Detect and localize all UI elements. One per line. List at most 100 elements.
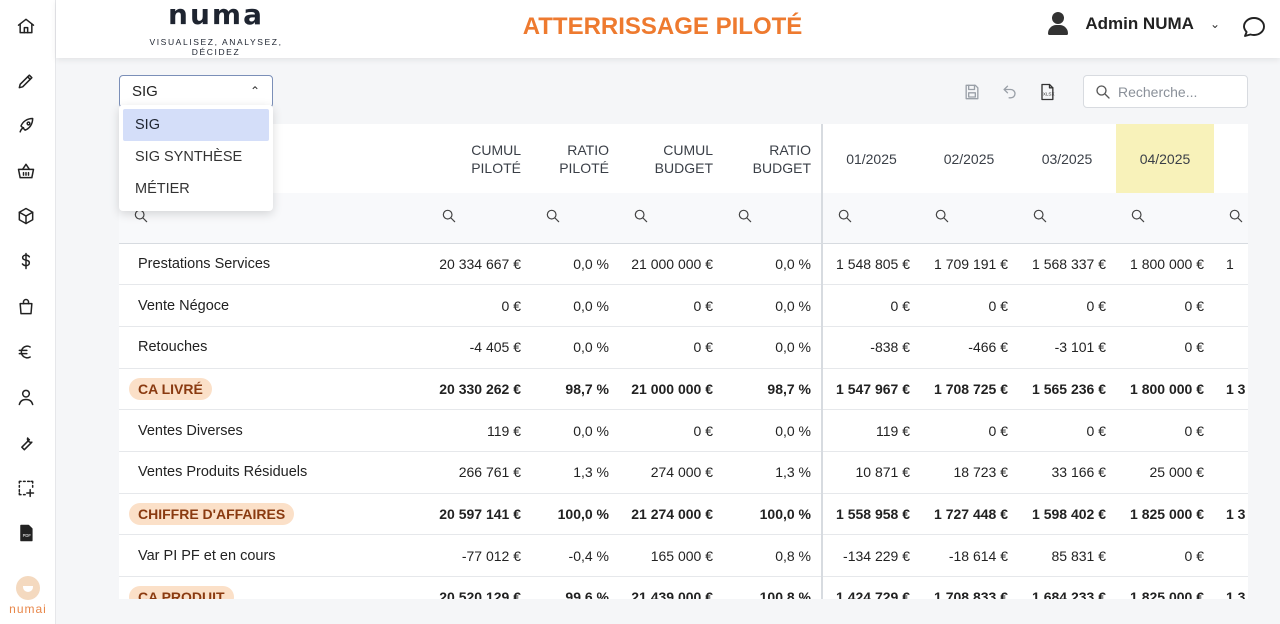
table-cell[interactable]: 10 871 € <box>821 451 920 494</box>
dropdown-option[interactable]: MÉTIER <box>135 181 190 197</box>
table-cell[interactable]: 1 547 967 € <box>821 368 920 411</box>
dropdown-option[interactable]: SIG <box>123 109 269 141</box>
table-cell[interactable]: 1 684 233 € <box>1018 576 1116 599</box>
dollar-icon[interactable] <box>14 249 38 273</box>
search-input[interactable] <box>1118 83 1238 100</box>
column-header[interactable]: 03/2025 <box>1018 124 1116 193</box>
pdf-icon[interactable]: PDF <box>14 521 38 545</box>
search-icon[interactable] <box>441 208 457 224</box>
table-cell[interactable]: 1 548 805 € <box>821 243 920 286</box>
table-cell[interactable]: 1 709 191 € <box>920 243 1018 286</box>
table-cell[interactable]: 1 3 <box>1214 576 1248 599</box>
table-cell[interactable] <box>1214 409 1248 452</box>
table-cell[interactable]: 274 000 € <box>619 451 723 494</box>
basket-icon[interactable] <box>14 159 38 183</box>
euro-icon[interactable] <box>14 340 38 364</box>
chat-icon[interactable] <box>1242 16 1266 38</box>
table-cell[interactable]: 1 708 725 € <box>920 368 1018 411</box>
search-icon[interactable] <box>1032 208 1048 224</box>
column-filter[interactable] <box>821 193 920 244</box>
table-cell[interactable]: 1 568 337 € <box>1018 243 1116 286</box>
table-cell[interactable]: 98,7 % <box>723 368 822 411</box>
table-cell[interactable]: 21 439 000 € <box>619 576 723 599</box>
table-cell[interactable] <box>1214 534 1248 577</box>
table-cell[interactable]: 0 € <box>409 284 531 327</box>
assistant-logo[interactable]: numai <box>4 570 52 624</box>
table-cell[interactable]: 21 274 000 € <box>619 493 723 536</box>
table-cell[interactable]: 0,0 % <box>531 284 619 327</box>
table-cell[interactable]: 100,8 % <box>723 576 822 599</box>
column-header[interactable]: CUMUL BUDGET <box>619 124 723 193</box>
table-cell[interactable]: 100,0 % <box>723 493 822 536</box>
table-cell[interactable]: 1 <box>1214 243 1248 286</box>
add-selection-icon[interactable] <box>14 476 38 500</box>
search-icon[interactable] <box>633 208 649 224</box>
search-icon[interactable] <box>837 208 853 224</box>
table-cell[interactable]: 1 708 833 € <box>920 576 1018 599</box>
table-cell[interactable]: 1 825 000 € <box>1116 493 1214 536</box>
table-cell[interactable]: 85 831 € <box>1018 534 1116 577</box>
search-icon[interactable] <box>737 208 753 224</box>
table-cell[interactable]: 18 723 € <box>920 451 1018 494</box>
table-cell[interactable]: 20 597 141 € <box>409 493 531 536</box>
table-cell[interactable]: 98,7 % <box>531 368 619 411</box>
table-cell[interactable]: 1,3 % <box>531 451 619 494</box>
table-cell[interactable]: 0 € <box>1018 409 1116 452</box>
column-filter[interactable] <box>531 193 619 244</box>
table-cell[interactable]: 1 565 236 € <box>1018 368 1116 411</box>
table-cell[interactable]: -77 012 € <box>409 534 531 577</box>
table-cell[interactable]: 100,0 % <box>531 493 619 536</box>
search-icon[interactable] <box>934 208 950 224</box>
view-select[interactable]: SIG ⌃ <box>119 75 273 108</box>
brand-logo[interactable]: numa VISUALISEZ, ANALYSEZ, DÉCIDEZ <box>126 0 306 57</box>
table-cell[interactable]: 0 € <box>1116 409 1214 452</box>
table-cell[interactable]: 99,6 % <box>531 576 619 599</box>
user-menu[interactable]: Admin NUMA ⌄ <box>1047 12 1220 36</box>
column-filter[interactable] <box>723 193 822 244</box>
table-cell[interactable]: 0,0 % <box>531 409 619 452</box>
cube-icon[interactable] <box>14 204 38 228</box>
table-cell[interactable]: 0 € <box>619 409 723 452</box>
table-row[interactable]: Var PI PF et en cours -77 012 € -0,4 % 165 … <box>119 534 1248 577</box>
user-icon[interactable] <box>14 385 38 409</box>
table-cell[interactable]: 0 € <box>920 409 1018 452</box>
table-cell[interactable]: 0,0 % <box>723 243 822 286</box>
table-cell[interactable]: 0 € <box>1116 326 1214 369</box>
table-cell[interactable]: 1,3 % <box>723 451 822 494</box>
column-header[interactable] <box>1214 124 1248 193</box>
table-cell[interactable]: -4 405 € <box>409 326 531 369</box>
wrench-icon[interactable] <box>14 431 38 455</box>
table-cell[interactable]: -3 101 € <box>1018 326 1116 369</box>
table-cell[interactable] <box>1214 326 1248 369</box>
column-filter[interactable] <box>409 193 531 244</box>
column-header[interactable]: CUMUL PILOTÉ <box>409 124 531 193</box>
table-cell[interactable]: -0,4 % <box>531 534 619 577</box>
column-filter[interactable] <box>1116 193 1214 244</box>
table-cell[interactable]: 0 € <box>619 284 723 327</box>
column-filter[interactable] <box>1018 193 1116 244</box>
table-row[interactable]: Vente Négoce 0 €0,0 % 0 €0,0 % 0 €0 €0 €0 € <box>119 284 1248 327</box>
bag-icon[interactable] <box>14 295 38 319</box>
table-cell[interactable]: -134 229 € <box>821 534 920 577</box>
table-cell[interactable]: 1 558 958 € <box>821 493 920 536</box>
column-filter[interactable] <box>619 193 723 244</box>
table-cell[interactable]: 165 000 € <box>619 534 723 577</box>
table-row[interactable]: CA LIVRÉ 20 330 262 €98,7 % 21 000 000 €98… <box>119 368 1248 411</box>
table-cell[interactable]: 20 330 262 € <box>409 368 531 411</box>
dropdown-option[interactable]: SIG SYNTHÈSE <box>135 149 243 165</box>
undo-icon[interactable] <box>1000 82 1020 102</box>
save-icon[interactable] <box>962 82 982 102</box>
column-header[interactable]: 04/2025 <box>1116 124 1214 193</box>
column-header[interactable]: RATIO BUDGET <box>723 124 822 193</box>
home-icon[interactable] <box>14 14 38 38</box>
column-header[interactable]: RATIO PILOTÉ <box>531 124 619 193</box>
table-cell[interactable]: 0,0 % <box>531 243 619 286</box>
export-xlsx-icon[interactable]: XLSX <box>1037 82 1057 102</box>
table-cell[interactable]: 21 000 000 € <box>619 243 723 286</box>
table-cell[interactable]: 1 424 729 € <box>821 576 920 599</box>
table-cell[interactable]: 1 727 448 € <box>920 493 1018 536</box>
search-box[interactable] <box>1083 75 1248 108</box>
table-cell[interactable]: 1 800 000 € <box>1116 368 1214 411</box>
table-cell[interactable]: 0 € <box>1116 284 1214 327</box>
table-cell[interactable]: 25 000 € <box>1116 451 1214 494</box>
